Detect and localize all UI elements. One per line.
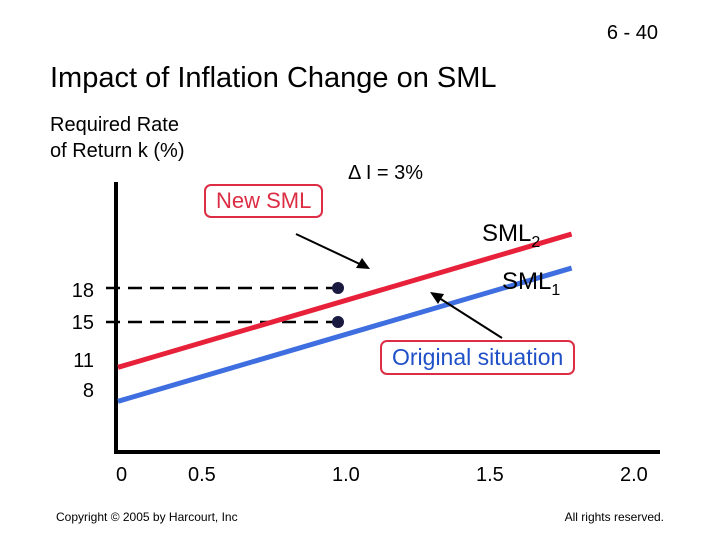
sml2-label: SML2 bbox=[482, 220, 540, 252]
original-arrow-head bbox=[430, 292, 444, 304]
slide-number: 6 - 40 bbox=[606, 22, 658, 44]
point-sml2 bbox=[332, 282, 344, 294]
x-tick-2.0: 2.0 bbox=[620, 464, 648, 486]
slide-title: Impact of Inflation Change on SML bbox=[50, 62, 497, 94]
sml2-label-base: SML bbox=[482, 220, 532, 247]
y-axis-label: Required Rate of Return k (%) bbox=[50, 112, 184, 164]
y-tick-15: 15 bbox=[71, 312, 94, 334]
sml2-line bbox=[117, 231, 573, 370]
rights-footer: All rights reserved. bbox=[564, 510, 664, 524]
new-sml-arrow bbox=[295, 233, 365, 267]
y-axis-label-line2: of Return k (%) bbox=[50, 140, 185, 162]
sml1-line bbox=[117, 265, 573, 404]
sml1-label: SML1 bbox=[502, 268, 560, 300]
new-sml-box: New SML bbox=[204, 184, 324, 218]
original-situation-box: Original situation bbox=[380, 340, 576, 375]
y-tick-18: 18 bbox=[71, 280, 94, 302]
sml2-label-sub: 2 bbox=[531, 233, 541, 251]
new-sml-arrow-head bbox=[356, 258, 370, 269]
sml1-label-sub: 1 bbox=[551, 281, 561, 299]
x-tick-0: 0 bbox=[116, 464, 128, 486]
copyright-footer: Copyright © 2005 by Harcourt, Inc bbox=[56, 510, 238, 524]
point-sml1 bbox=[332, 316, 344, 328]
sml1-label-base: SML bbox=[502, 268, 552, 295]
original-arrow bbox=[435, 295, 503, 339]
y-tick-8: 8 bbox=[82, 380, 94, 402]
delta-inflation-label: Δ I = 3% bbox=[348, 162, 424, 184]
x-tick-1.0: 1.0 bbox=[332, 464, 360, 486]
x-tick-1.5: 1.5 bbox=[476, 464, 504, 486]
y-axis-label-line1: Required Rate bbox=[50, 114, 179, 136]
x-tick-0.5: 0.5 bbox=[188, 464, 216, 486]
y-tick-11: 11 bbox=[73, 350, 94, 372]
